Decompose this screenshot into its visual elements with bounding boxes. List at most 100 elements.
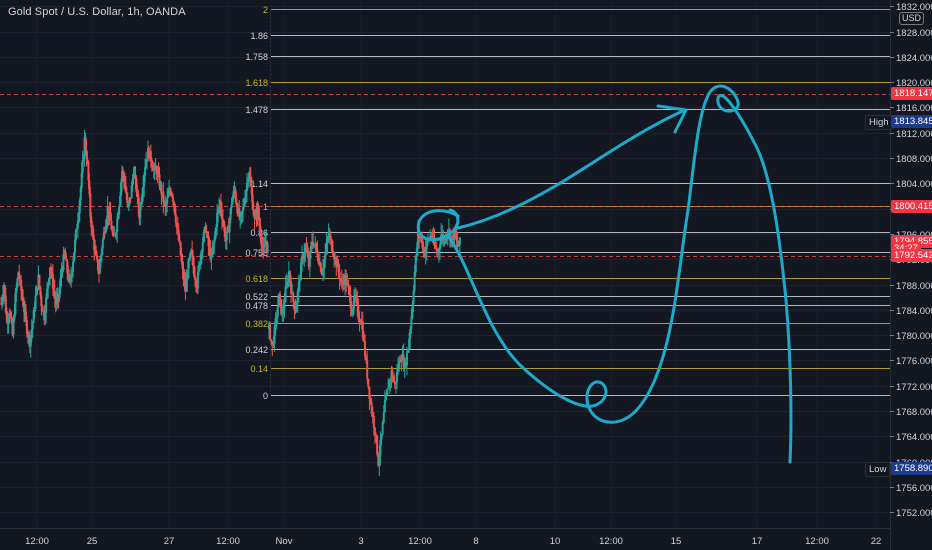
- candle-body: [212, 244, 215, 252]
- candle-body: [290, 281, 293, 294]
- candle-body: [391, 370, 394, 380]
- candle-body: [191, 249, 194, 256]
- candle-body: [348, 287, 351, 295]
- candle-body: [196, 272, 199, 289]
- candle-body: [309, 246, 312, 254]
- candle-body: [99, 255, 102, 263]
- candle-body: [322, 268, 325, 276]
- candle-body: [327, 234, 330, 239]
- price-label: 1758.890: [891, 462, 932, 476]
- time-tick-label: 17: [752, 536, 763, 547]
- candle-body: [181, 262, 184, 269]
- candle-body: [252, 209, 255, 216]
- candle-body: [263, 245, 266, 249]
- candle-body: [139, 205, 142, 219]
- drawing-stroke[interactable]: [416, 208, 460, 242]
- price-tick-label: 1820.000: [896, 78, 932, 89]
- candle-body: [228, 219, 231, 233]
- candle-body: [304, 245, 307, 254]
- candle-body: [365, 356, 368, 361]
- candle-body: [404, 362, 407, 366]
- candle-body: [131, 179, 134, 186]
- candle-body: [64, 251, 67, 259]
- candle-body: [16, 278, 19, 288]
- candle-body: [200, 251, 203, 254]
- time-axis[interactable]: 12:00 25 27 12:00 Nov 3 12:00 8 10 12:00 15 17 12:00…: [25, 536, 881, 547]
- candle-body: [137, 194, 140, 208]
- candle-body: [225, 231, 228, 241]
- drawing-stroke[interactable]: [446, 84, 793, 464]
- candle-body: [231, 198, 234, 205]
- candle-body: [150, 160, 153, 167]
- candle-body: [187, 260, 190, 279]
- price-tick-label: 1808.000: [896, 154, 932, 165]
- candle-body: [216, 212, 219, 228]
- candle-body: [250, 186, 253, 195]
- candle-body: [364, 340, 366, 357]
- price-tick-label: 1768.000: [896, 407, 932, 418]
- candle-body: [288, 271, 291, 282]
- candle-body: [373, 427, 376, 435]
- candle-body: [51, 274, 54, 289]
- candle-body: [105, 219, 108, 227]
- candle-body: [15, 287, 18, 294]
- candle-body: [197, 265, 200, 273]
- candle-body: [443, 239, 446, 241]
- price-tick-label: 1784.000: [896, 306, 932, 317]
- candle-body: [413, 271, 416, 291]
- symbol-title[interactable]: Gold Spot / U.S. Dollar, 1h, OANDA: [8, 6, 186, 18]
- candle-body: [73, 252, 76, 262]
- price-label: 1813.845: [891, 114, 932, 128]
- candle-body: [134, 175, 137, 179]
- candle-body: [430, 235, 433, 237]
- candle-body: [107, 206, 110, 217]
- currency-badge[interactable]: USD: [899, 12, 925, 25]
- drawing-stroke[interactable]: [656, 104, 688, 134]
- candle-body: [241, 211, 244, 213]
- candle-body: [79, 187, 82, 200]
- candle-body: [73, 239, 76, 253]
- candle-body: [275, 316, 278, 319]
- candle-body: [211, 251, 214, 255]
- candle-body: [76, 220, 79, 229]
- candle-body: [318, 263, 321, 265]
- candle-body: [38, 274, 41, 287]
- candle-body: [283, 301, 286, 310]
- candle-body: [21, 290, 24, 298]
- candle-body: [370, 402, 373, 414]
- candle-body: [371, 413, 374, 416]
- candle-body: [285, 282, 288, 287]
- candle-body: [104, 226, 107, 233]
- candle-body: [354, 294, 357, 297]
- candle-body: [376, 435, 379, 455]
- price-label-low: Low: [865, 462, 891, 478]
- candle-body: [336, 263, 339, 268]
- candle-body: [169, 191, 172, 193]
- price-tick-label: 1772.000: [896, 382, 932, 393]
- fib-level-label: 0.382: [245, 319, 268, 329]
- candle-body: [372, 415, 375, 428]
- candle-body: [409, 329, 412, 339]
- candle-body: [251, 194, 254, 210]
- candle-body: [219, 201, 222, 211]
- candle-body: [405, 352, 408, 366]
- candle-body: [20, 279, 23, 291]
- candle-body: [437, 248, 440, 253]
- time-tick-label: 12:00: [408, 536, 432, 547]
- candle-body: [80, 173, 83, 188]
- candle-body: [29, 335, 32, 347]
- candle-body: [247, 173, 250, 183]
- candle-body: [439, 244, 442, 249]
- candle-body: [361, 321, 364, 338]
- hand-drawing[interactable]: [416, 84, 793, 464]
- candle-body: [132, 175, 135, 180]
- price-lines: [0, 94, 890, 257]
- candle-body: [193, 265, 196, 276]
- candle-body: [232, 191, 235, 199]
- candle-body: [182, 268, 185, 280]
- drawing-stroke[interactable]: [456, 108, 687, 230]
- candle-body: [282, 309, 285, 314]
- candle-body: [179, 242, 182, 256]
- candle-body: [375, 434, 378, 436]
